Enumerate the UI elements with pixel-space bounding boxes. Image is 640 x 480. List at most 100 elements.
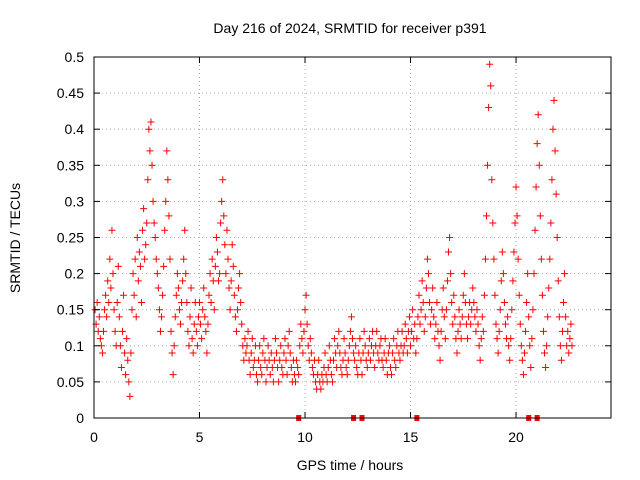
- data-point: [510, 248, 518, 256]
- data-point: [519, 371, 527, 379]
- data-point: [227, 277, 235, 285]
- data-point: [171, 313, 179, 321]
- data-point: [246, 371, 254, 379]
- data-point: [492, 320, 500, 328]
- data-point: [282, 356, 290, 364]
- data-point: [527, 363, 535, 371]
- data-point: [213, 248, 221, 256]
- data-point: [283, 371, 291, 379]
- data-point: [546, 255, 554, 263]
- data-point: [366, 356, 374, 364]
- data-point: [334, 342, 342, 350]
- data-point: [353, 363, 361, 371]
- data-point: [356, 335, 364, 343]
- data-point: [293, 356, 301, 364]
- x-tick-label: 5: [196, 429, 204, 445]
- data-point: [237, 298, 245, 306]
- data-point: [424, 270, 432, 278]
- data-point: [543, 342, 551, 350]
- data-point: [140, 205, 148, 213]
- data-point: [481, 255, 489, 263]
- data-point: [426, 298, 434, 306]
- data-point: [485, 104, 493, 112]
- data-point: [489, 219, 497, 227]
- data-point: [304, 342, 312, 350]
- data-point: [228, 241, 236, 249]
- data-point: [142, 241, 150, 249]
- data-point: [484, 161, 492, 169]
- data-point: [149, 197, 157, 205]
- data-point: [212, 234, 220, 241]
- y-tick-label: 0.3: [65, 193, 85, 209]
- data-point: [534, 111, 542, 119]
- data-point: [567, 320, 575, 328]
- data-point: [116, 342, 124, 350]
- data-point: [264, 342, 272, 350]
- data-point: [479, 327, 487, 335]
- data-point: [382, 356, 390, 364]
- data-point: [439, 284, 447, 292]
- data-point: [568, 342, 576, 350]
- data-point: [135, 248, 143, 256]
- data-point: [294, 363, 302, 371]
- data-point: [498, 248, 506, 256]
- data-point: [181, 226, 189, 234]
- data-point: [226, 306, 234, 314]
- data-point: [296, 342, 304, 350]
- data-point: [340, 335, 348, 343]
- data-point: [374, 349, 382, 357]
- data-point: [464, 335, 472, 343]
- data-point: [222, 270, 230, 278]
- data-point: [497, 277, 505, 285]
- data-point: [321, 349, 329, 357]
- data-point: [206, 270, 214, 278]
- data-point: [390, 335, 398, 343]
- data-point: [408, 327, 416, 335]
- data-point: [488, 176, 496, 184]
- data-point: [211, 262, 219, 270]
- data-point: [478, 313, 486, 321]
- data-point: [449, 320, 457, 328]
- data-point: [467, 320, 475, 328]
- data-point: [473, 306, 481, 314]
- data-point: [131, 255, 139, 263]
- data-point: [168, 349, 176, 357]
- data-point: [218, 197, 226, 205]
- data-point: [180, 255, 188, 263]
- data-point: [435, 342, 443, 350]
- data-point: [285, 327, 293, 335]
- data-point: [254, 378, 262, 386]
- data-point: [177, 320, 185, 328]
- data-point: [107, 284, 115, 292]
- data-point: [465, 313, 473, 321]
- plot-frame: [93, 56, 612, 419]
- data-point: [554, 277, 562, 285]
- data-point: [547, 219, 555, 227]
- data-point: [491, 291, 499, 299]
- data-point: [174, 284, 182, 292]
- data-point: [166, 255, 174, 263]
- data-point: [542, 363, 550, 371]
- data-point: [196, 298, 204, 306]
- data-point: [415, 291, 423, 299]
- data-point: [446, 234, 454, 241]
- data-point: [448, 298, 456, 306]
- y-tick-label: 0.1: [65, 338, 85, 354]
- data-point: [499, 270, 507, 278]
- data-point: [101, 306, 109, 314]
- data-point: [392, 363, 400, 371]
- data-point: [230, 291, 238, 299]
- data-point: [531, 226, 539, 234]
- data-point: [555, 313, 563, 321]
- data-point: [433, 298, 441, 306]
- data-point: [363, 363, 371, 371]
- data-point: [128, 306, 136, 314]
- data-point: [243, 342, 251, 350]
- data-point: [148, 161, 156, 169]
- y-tick-label: 0: [76, 410, 84, 426]
- data-point: [508, 306, 516, 314]
- data-point: [520, 349, 528, 357]
- data-point: [349, 335, 356, 343]
- y-tick-label: 0.4: [65, 121, 85, 137]
- data-point: [524, 270, 532, 278]
